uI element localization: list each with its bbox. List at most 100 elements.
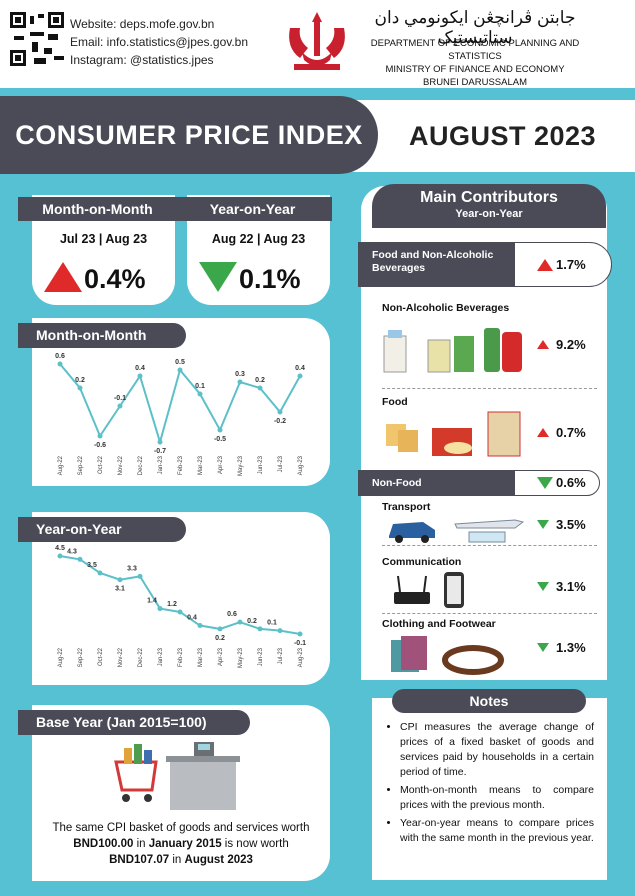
- value-label: -0.6: [94, 442, 106, 449]
- transport-icons: [389, 519, 525, 543]
- food-icons: [386, 411, 521, 457]
- x-tick-label: Oct-22: [98, 455, 104, 474]
- item-value: 1.3%: [556, 640, 586, 655]
- x-tick-label: Nov-22: [118, 455, 124, 475]
- value-label: 0.6: [55, 353, 65, 360]
- base-year-text: The same CPI basket of goods and service…: [32, 820, 330, 868]
- arrow-up: [537, 258, 553, 271]
- summary-periods: Jul 23 | Aug 23: [59, 232, 148, 246]
- point: [117, 577, 123, 583]
- crest: [289, 12, 345, 70]
- x-tick-label: Mar-23: [198, 647, 204, 667]
- item-name: Transport: [382, 501, 431, 513]
- x-tick-label: Mar-23: [198, 455, 204, 475]
- item-value: 9.2%: [556, 337, 586, 352]
- item-value: 0.7%: [556, 425, 586, 440]
- instagram: Instagram: @statistics.jpes: [70, 53, 214, 67]
- x-tick-label: Apr-23: [218, 455, 224, 474]
- summary-title: Year-on-Year: [173, 197, 332, 221]
- x-tick-label: Feb-23: [178, 647, 184, 667]
- value-label: 0.1: [267, 620, 277, 627]
- x-tick-label: Aug-22: [58, 647, 64, 667]
- summary-title: Month-on-Month: [18, 197, 177, 221]
- x-tick-label: Jul-23: [278, 647, 284, 664]
- base-year-line: BND107.07 in August 2023: [32, 852, 330, 868]
- arrow-up: [44, 262, 82, 292]
- x-tick-label: May-23: [238, 455, 244, 476]
- note-item: Month-on-month means to compare prices w…: [400, 783, 594, 813]
- value-label: 0.3: [235, 371, 245, 378]
- note-item: CPI measures the average change of price…: [400, 720, 594, 780]
- point: [57, 361, 63, 367]
- point: [97, 570, 103, 576]
- group-value: 0.6%: [556, 475, 586, 490]
- point: [177, 609, 183, 615]
- point: [277, 409, 283, 415]
- notes-card: [372, 698, 607, 880]
- x-tick-label: Dec-22: [138, 647, 144, 667]
- value-label: 0.4: [135, 365, 145, 372]
- x-tick-label: Apr-23: [218, 647, 224, 666]
- x-tick-label: Nov-22: [118, 647, 124, 667]
- base-year-run: is now worth: [221, 838, 289, 850]
- point: [157, 606, 163, 612]
- point: [157, 439, 163, 445]
- summary-value: 0.4%: [84, 264, 146, 294]
- arrow-down: [537, 582, 549, 591]
- x-tick-label: Sep-22: [78, 647, 84, 667]
- department-line: BRUNEI DARUSSALAM: [423, 77, 527, 88]
- communication-icons: [394, 572, 464, 608]
- arrow-down: [199, 262, 237, 292]
- base-year-run: BND107.07: [109, 854, 170, 866]
- point: [237, 379, 243, 385]
- department-line: DEPARTMENT OF ECONOMIC PLANNING AND STAT…: [370, 38, 580, 62]
- notes-title: Notes: [392, 689, 586, 713]
- contact: Website: deps.mofe.gov.bn Email: info.st…: [70, 15, 248, 69]
- base-year-run: in: [133, 838, 149, 850]
- point: [297, 373, 303, 379]
- line: [59, 363, 301, 446]
- x-tick-label: Sep-22: [78, 455, 84, 475]
- group-value: 1.7%: [556, 256, 586, 272]
- value-label: 0.6: [227, 611, 237, 618]
- x-tick-label: Feb-23: [178, 455, 184, 475]
- point: [137, 373, 143, 379]
- contributors-header: Main Contributors Year-on-Year: [372, 184, 606, 228]
- arrow-down: [537, 477, 553, 489]
- separator: [382, 388, 597, 389]
- value-label: 3.5: [87, 562, 97, 569]
- banner-period: AUGUST 2023: [408, 120, 597, 151]
- point: [77, 556, 83, 562]
- base-year-line: BND100.00 in January 2015 is now worth: [32, 836, 330, 852]
- value-label: 0.4: [295, 365, 305, 372]
- chart-title: Year-on-Year: [18, 517, 186, 542]
- point: [217, 427, 223, 433]
- value-label: 0.4: [187, 615, 197, 622]
- item-name: Food: [382, 396, 408, 408]
- x-tick-label: Jul-23: [278, 455, 284, 472]
- summary-value: 0.1%: [239, 264, 301, 294]
- separator: [382, 613, 597, 614]
- base-year-run: in: [169, 854, 185, 866]
- chart-title: Month-on-Month: [18, 323, 186, 348]
- x-tick-label: Jan-23: [158, 647, 164, 666]
- value-label: 4.3: [67, 548, 77, 555]
- banner-title: CONSUMER PRICE INDEX: [0, 96, 378, 174]
- qr-code: [10, 12, 64, 66]
- value-label: -0.5: [214, 436, 226, 443]
- jawi-title: جابتن ڤرانچڠن ايكونومي دان ستاتيستيک: [374, 8, 576, 47]
- point: [257, 626, 263, 632]
- x-tick-label: Jun-23: [258, 455, 264, 474]
- value-label: 0.2: [247, 618, 257, 625]
- email: Email: info.statistics@jpes.gov.bn: [70, 35, 249, 49]
- point: [97, 433, 103, 439]
- base-year-title: Base Year (Jan 2015=100): [18, 710, 250, 735]
- point: [177, 367, 183, 373]
- base-year-run: January 2015: [148, 838, 222, 850]
- x-tick-label: Aug-22: [58, 455, 64, 475]
- x-tick-label: Aug-23: [298, 647, 304, 667]
- chart: 0.6 Aug-22 0.2 Sep-22 -0.6 Oct-22 -0.1 Nov-22 0.…: [55, 353, 305, 476]
- point: [297, 631, 303, 637]
- x-tick-label: Jun-23: [258, 647, 264, 666]
- chart: 4.5 Aug-22 4.3 Sep-22 3.5 Oct-22 3.1 Nov-22 3.3 D…: [55, 545, 306, 668]
